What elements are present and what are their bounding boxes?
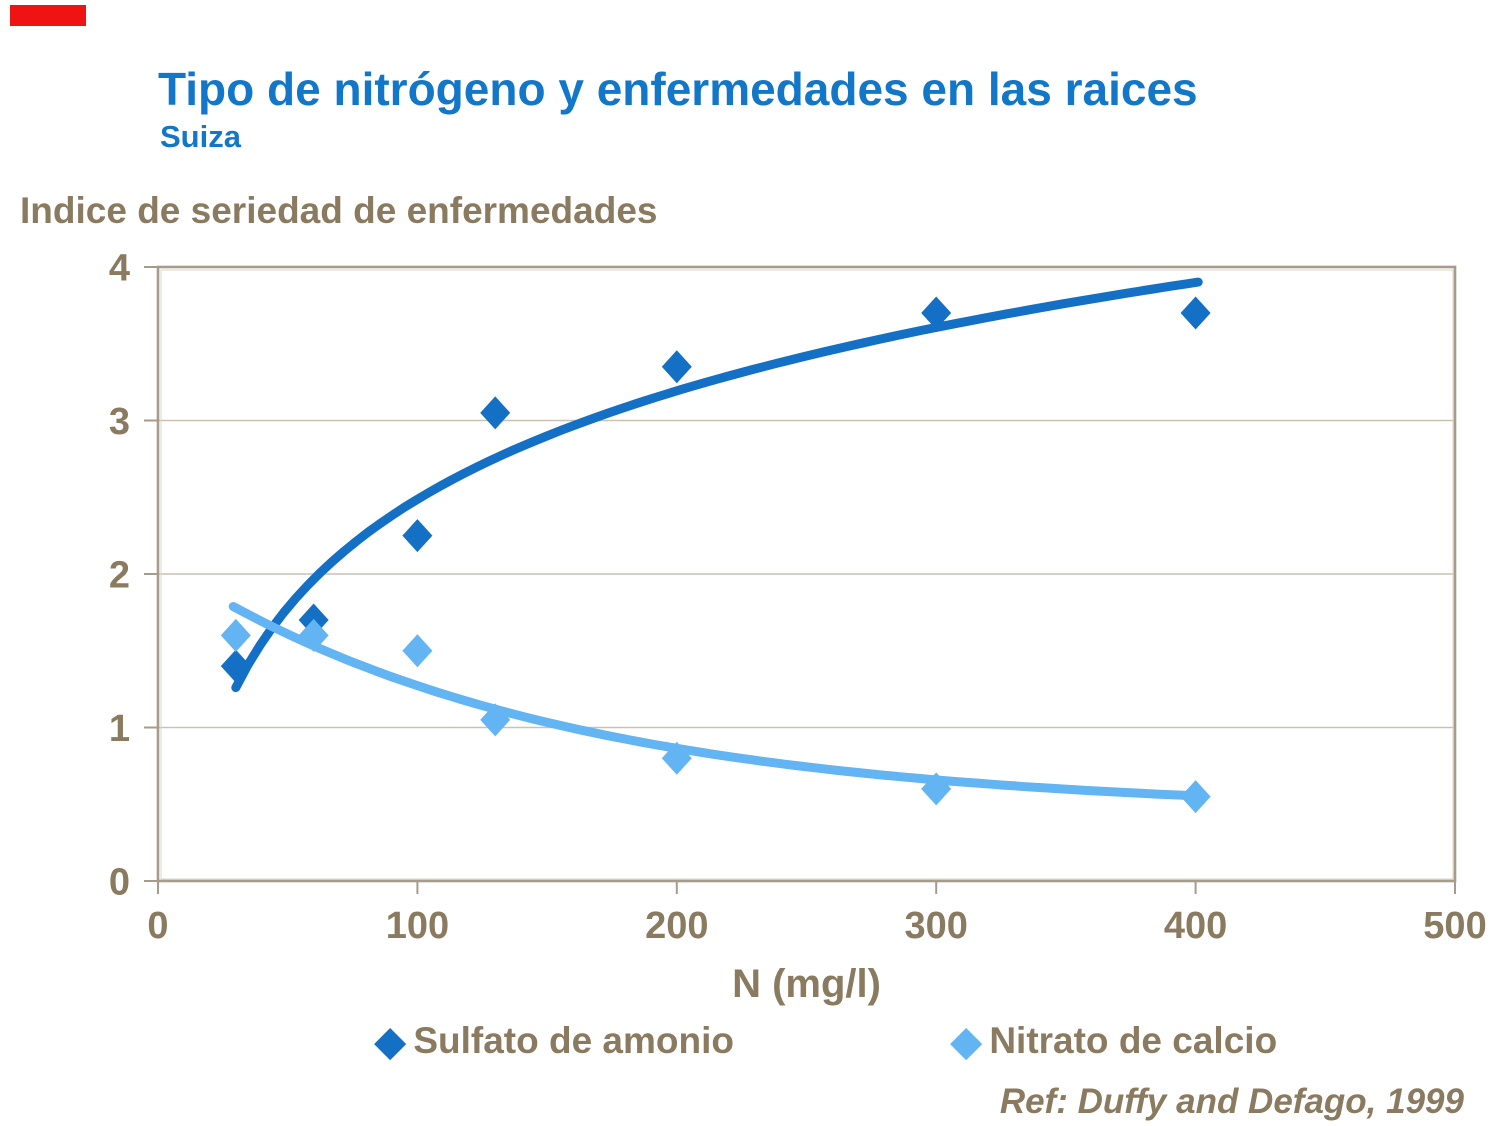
red-accent-bar bbox=[10, 5, 86, 26]
x-tick-label: 100 bbox=[386, 905, 449, 947]
trend-line-series-1 bbox=[228, 602, 1201, 801]
page-subtitle: Suiza bbox=[160, 119, 241, 154]
data-point-series-1 bbox=[220, 618, 251, 652]
diamond-marker-icon: ◆ bbox=[950, 1016, 983, 1065]
y-tick-label: 1 bbox=[109, 708, 130, 750]
y-tick-label: 3 bbox=[109, 401, 130, 443]
data-point-series-0 bbox=[661, 350, 692, 384]
data-point-series-0 bbox=[402, 519, 433, 553]
trend-line-series-0 bbox=[231, 277, 1203, 693]
reference-text: Ref: Duffy and Defago, 1999 bbox=[999, 1082, 1464, 1121]
legend-item-nitrato-de-calcio: ◆ Nitrato de calcio bbox=[950, 1020, 1277, 1062]
y-tick-label: 0 bbox=[109, 862, 130, 904]
x-tick-label: 200 bbox=[645, 905, 708, 947]
y-axis-title: Indice de seriedad de enfermedades bbox=[20, 190, 658, 231]
x-axis-title: N (mg/l) bbox=[732, 962, 881, 1006]
x-tick-label: 400 bbox=[1164, 905, 1227, 947]
x-tick-label: 300 bbox=[904, 905, 967, 947]
y-tick-label: 2 bbox=[109, 555, 130, 597]
data-point-series-1 bbox=[402, 634, 433, 668]
plot-border-highlight bbox=[160, 269, 1454, 880]
data-point-series-0 bbox=[480, 396, 511, 430]
data-point-series-0 bbox=[1180, 296, 1211, 330]
page-title: Tipo de nitrógeno y enfermedades en las … bbox=[158, 63, 1198, 115]
x-tick-label: 500 bbox=[1423, 905, 1486, 947]
data-point-series-0 bbox=[921, 296, 952, 330]
diamond-marker-icon: ◆ bbox=[374, 1016, 407, 1065]
legend-label: Sulfato de amonio bbox=[413, 1020, 734, 1061]
legend-label: Nitrato de calcio bbox=[989, 1020, 1278, 1061]
y-tick-label: 4 bbox=[109, 248, 130, 290]
x-tick-label: 0 bbox=[147, 905, 168, 947]
legend-item-sulfato-de-amonio: ◆ Sulfato de amonio bbox=[374, 1020, 734, 1062]
